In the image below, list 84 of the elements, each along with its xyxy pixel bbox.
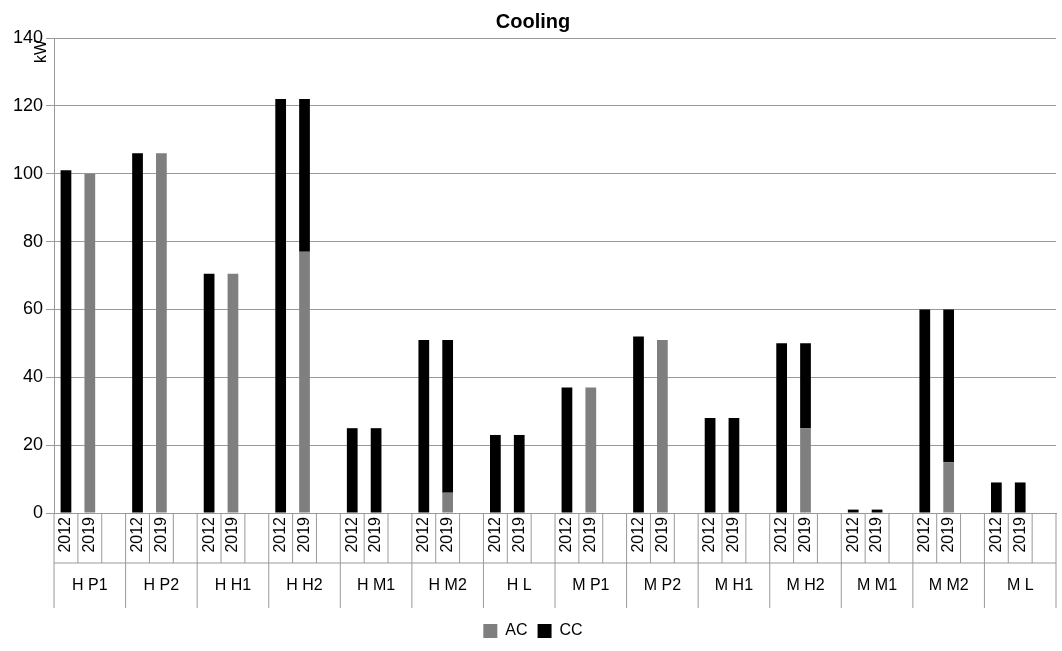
bar xyxy=(776,343,788,513)
text: H L xyxy=(506,575,532,593)
x-tick-label: 2012 xyxy=(56,516,74,553)
x-tick-label: 2019 xyxy=(366,516,384,553)
text: H M1 xyxy=(356,575,396,593)
bar xyxy=(156,153,167,513)
x-tick-label: 2012 xyxy=(915,516,933,553)
legend-label: CC xyxy=(559,621,583,639)
bar xyxy=(847,509,859,513)
x-tick-label: 2019 xyxy=(939,516,957,553)
text: M L xyxy=(1006,575,1034,593)
x-tick-label: 2019 xyxy=(151,516,169,553)
bar xyxy=(346,428,358,513)
bar xyxy=(561,387,573,513)
x-tick-label: 2012 xyxy=(843,516,861,553)
bar xyxy=(728,418,740,513)
x-tick-label: 2019 xyxy=(1010,516,1028,553)
x-tick-label: 2019 xyxy=(867,516,885,553)
x-tick-label: 2019 xyxy=(509,516,527,553)
x-tick-label: 2012 xyxy=(127,516,145,553)
bar xyxy=(442,339,454,493)
bar xyxy=(275,99,287,513)
x-tick-label: 2019 xyxy=(223,516,241,553)
legend-label: AC xyxy=(505,621,528,639)
x-tick-label: 2019 xyxy=(581,516,599,553)
x-tick-label: 2019 xyxy=(294,516,312,553)
bar xyxy=(657,339,668,513)
y-tick-label: 60 xyxy=(23,298,44,319)
x-tick-label: 2012 xyxy=(986,516,1004,553)
bar xyxy=(704,418,716,513)
x-tick-label: 2019 xyxy=(652,516,670,553)
bar xyxy=(513,434,525,513)
x-tick-label: 2019 xyxy=(438,516,456,553)
bar xyxy=(370,428,382,513)
text: H H2 xyxy=(286,575,323,593)
y-tick-label: 80 xyxy=(23,230,44,251)
bar xyxy=(800,428,811,513)
bar xyxy=(227,273,239,513)
text: M H2 xyxy=(786,575,825,593)
x-tick-label: 2019 xyxy=(795,516,813,553)
x-tick-label: 2012 xyxy=(271,516,289,553)
text: H M2 xyxy=(428,575,467,593)
y-tick-label: 20 xyxy=(23,434,44,455)
x-tick-label: 2012 xyxy=(199,516,217,553)
bar xyxy=(1014,482,1026,513)
bar xyxy=(990,482,1002,513)
text: H P1 xyxy=(72,575,108,593)
bar xyxy=(943,462,955,513)
text: M H1 xyxy=(714,575,754,593)
x-tick-label: 2012 xyxy=(557,516,575,553)
bar xyxy=(871,509,883,513)
bar xyxy=(132,153,143,513)
text: M P1 xyxy=(572,575,610,593)
bar xyxy=(943,309,955,463)
x-tick-label: 2012 xyxy=(485,516,503,553)
bar xyxy=(919,309,931,513)
bar xyxy=(800,343,811,429)
bar xyxy=(60,170,72,513)
text: H P2 xyxy=(143,575,180,593)
y-tick-label: 120 xyxy=(12,94,44,115)
bar xyxy=(84,173,96,513)
y-tick-label: 40 xyxy=(23,366,44,387)
x-tick-label: 2012 xyxy=(700,516,718,553)
text: M M2 xyxy=(928,575,969,593)
x-tick-label: 2012 xyxy=(628,516,646,553)
text: M M1 xyxy=(857,575,898,593)
bar xyxy=(203,273,215,513)
bar xyxy=(585,387,597,513)
y-tick-label: 0 xyxy=(33,501,44,522)
bar xyxy=(418,339,430,513)
y-tick-label: 100 xyxy=(12,162,44,183)
bar xyxy=(633,336,644,513)
x-tick-label: 2012 xyxy=(342,516,360,553)
chart-title: Cooling xyxy=(495,9,571,32)
bar xyxy=(299,99,310,252)
text: H H1 xyxy=(214,575,252,593)
bar xyxy=(299,251,310,513)
bar xyxy=(442,492,454,513)
x-tick-label: 2012 xyxy=(414,516,432,553)
text: M P2 xyxy=(643,575,682,593)
x-tick-label: 2012 xyxy=(772,516,790,553)
bar xyxy=(490,434,501,513)
x-tick-label: 2019 xyxy=(80,516,98,553)
x-tick-label: 2019 xyxy=(724,516,742,553)
